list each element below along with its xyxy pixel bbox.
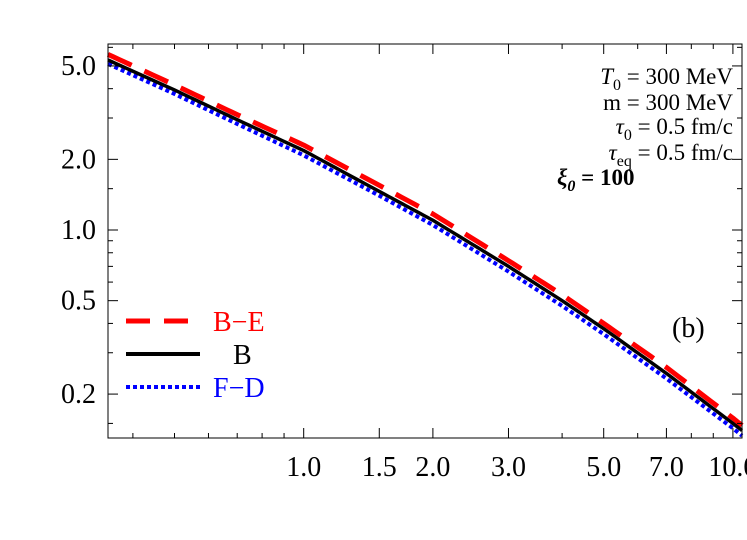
- series-layer: [106, 52, 744, 438]
- series-line-0: [106, 52, 744, 428]
- x-tick-label-0: 1.0: [286, 452, 321, 483]
- annotation-tau0: τ0 = 0.5 fm/c: [616, 114, 733, 144]
- series-line-2: [107, 62, 744, 438]
- legend-label-be: B−E: [213, 307, 265, 338]
- x-tick-label-4: 5.0: [586, 452, 621, 483]
- legend-label-b: B: [233, 340, 252, 371]
- x-tick-label-6: 10.0: [708, 452, 747, 483]
- parameter-annotations: T0 = 300 MeV m = 300 MeV τ0 = 0.5 fm/c τ…: [557, 64, 733, 195]
- y-tick-label-2: 1.0: [61, 215, 96, 246]
- x-tick-label-3: 3.0: [491, 452, 526, 483]
- annotation-xi0: ξ0 = 100: [557, 165, 634, 195]
- y-tick-label-0: 0.2: [61, 379, 96, 410]
- legend: B−E B F−D: [126, 307, 265, 404]
- legend-label-fd: F−D: [213, 373, 265, 404]
- annotation-t0: T0 = 300 MeV: [600, 64, 733, 94]
- panel-label: (b): [672, 313, 705, 344]
- x-tick-label-1: 1.5: [362, 452, 397, 483]
- annotation-taueq: τeq = 0.5 fm/c: [609, 140, 733, 170]
- series-line-1: [107, 58, 744, 432]
- y-tick-label-3: 2.0: [61, 144, 96, 175]
- y-tick-label-1: 0.5: [61, 286, 96, 317]
- x-tick-label-5: 7.0: [649, 452, 684, 483]
- x-tick-label-2: 2.0: [415, 452, 450, 483]
- y-tick-label-4: 5.0: [61, 51, 96, 82]
- annotation-m: m = 300 MeV: [603, 90, 733, 115]
- axes-layer: 0.2 0.5 1.0 2.0 5.0 1.0 1.5 2.0 3.0 5.0 7.0 10.0: [61, 44, 747, 483]
